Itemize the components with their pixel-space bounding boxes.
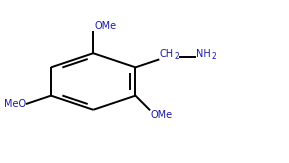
Text: 2: 2 (211, 52, 216, 61)
Text: CH: CH (160, 49, 174, 59)
Text: OMe: OMe (150, 111, 172, 120)
Text: NH: NH (196, 49, 211, 59)
Text: 2: 2 (175, 52, 179, 61)
Text: MeO: MeO (4, 99, 26, 109)
Text: OMe: OMe (95, 21, 117, 31)
